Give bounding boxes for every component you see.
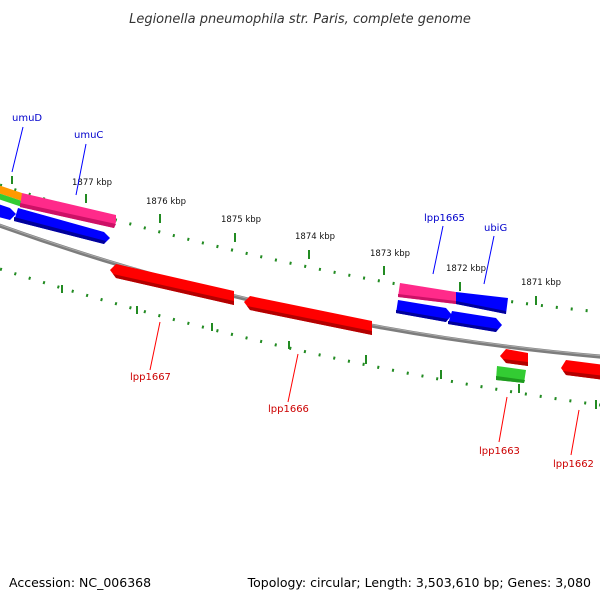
gene-lpp1665-shade	[398, 294, 456, 304]
leader-umuC	[75, 143, 87, 196]
reverse-tick-track	[0, 267, 600, 407]
gene-lpp1663-shade	[496, 376, 525, 383]
leader-ubiG	[483, 235, 495, 285]
leader-lpp1667	[149, 321, 161, 371]
gene-blue-3-shade	[448, 321, 498, 332]
label-lpp1665[interactable]: lpp1665	[424, 213, 465, 224]
leader-lpp1666	[287, 353, 299, 403]
gene-blue-partial[interactable]	[0, 203, 16, 220]
label-lpp1662[interactable]: lpp1662	[553, 459, 594, 470]
gene-blue-2[interactable]	[396, 300, 452, 322]
genome-backbone-highlight	[0, 224, 600, 357]
forward-major-ticks	[11, 176, 537, 305]
kbp-label: 1877 kbp	[72, 178, 112, 188]
forward-tick-track	[0, 183, 600, 314]
reverse-major-ticks	[61, 285, 597, 409]
gene-ubiG[interactable]	[456, 292, 508, 314]
forward-leader-lines	[11, 126, 495, 285]
leader-lpp1662	[570, 409, 580, 456]
topology-text: Topology: circular; Length: 3,503,610 bp…	[247, 575, 591, 590]
genome-backbone	[0, 223, 600, 359]
kbp-label: 1872 kbp	[446, 264, 486, 274]
gene-lpp1662-shade	[563, 371, 600, 380]
gene-blue-1-shade	[14, 217, 106, 244]
leader-umuD	[11, 126, 24, 173]
label-ubiG[interactable]: ubiG	[484, 223, 507, 234]
gene-ubiG-shade	[456, 301, 506, 314]
kbp-label: 1873 kbp	[370, 249, 410, 259]
accession-text: Accession: NC_006368	[9, 575, 151, 590]
gene-lpp1666-shade	[247, 306, 372, 335]
gene-umuD-orange[interactable]	[0, 184, 22, 201]
label-umuC[interactable]: umuC	[74, 130, 103, 141]
reverse-genes	[110, 264, 600, 383]
kbp-label: 1876 kbp	[146, 197, 186, 207]
kbp-label: 1871 kbp	[521, 278, 561, 288]
gene-umuD-green[interactable]	[0, 192, 22, 207]
reverse-leader-lines	[149, 321, 580, 456]
label-umuD[interactable]: umuD	[12, 113, 42, 124]
kbp-label: 1875 kbp	[221, 215, 261, 225]
label-lpp1667[interactable]: lpp1667	[130, 372, 171, 383]
gene-blue-2-shade	[396, 310, 448, 322]
label-lpp1663[interactable]: lpp1663	[479, 446, 520, 457]
leader-lpp1663	[498, 396, 508, 443]
forward-genes	[0, 184, 508, 332]
leader-lpp1665	[432, 225, 444, 275]
gene-red-small-shade	[503, 359, 528, 366]
gene-blue-3[interactable]	[448, 311, 502, 332]
label-lpp1666[interactable]: lpp1666	[268, 404, 309, 415]
gene-lpp1667-shade	[113, 274, 234, 305]
gene-umuC-shade	[20, 203, 116, 228]
map-title: Legionella pneumophila str. Paris, compl…	[129, 12, 471, 27]
kbp-label: 1874 kbp	[295, 232, 335, 242]
gene-blue-1[interactable]	[14, 208, 110, 244]
